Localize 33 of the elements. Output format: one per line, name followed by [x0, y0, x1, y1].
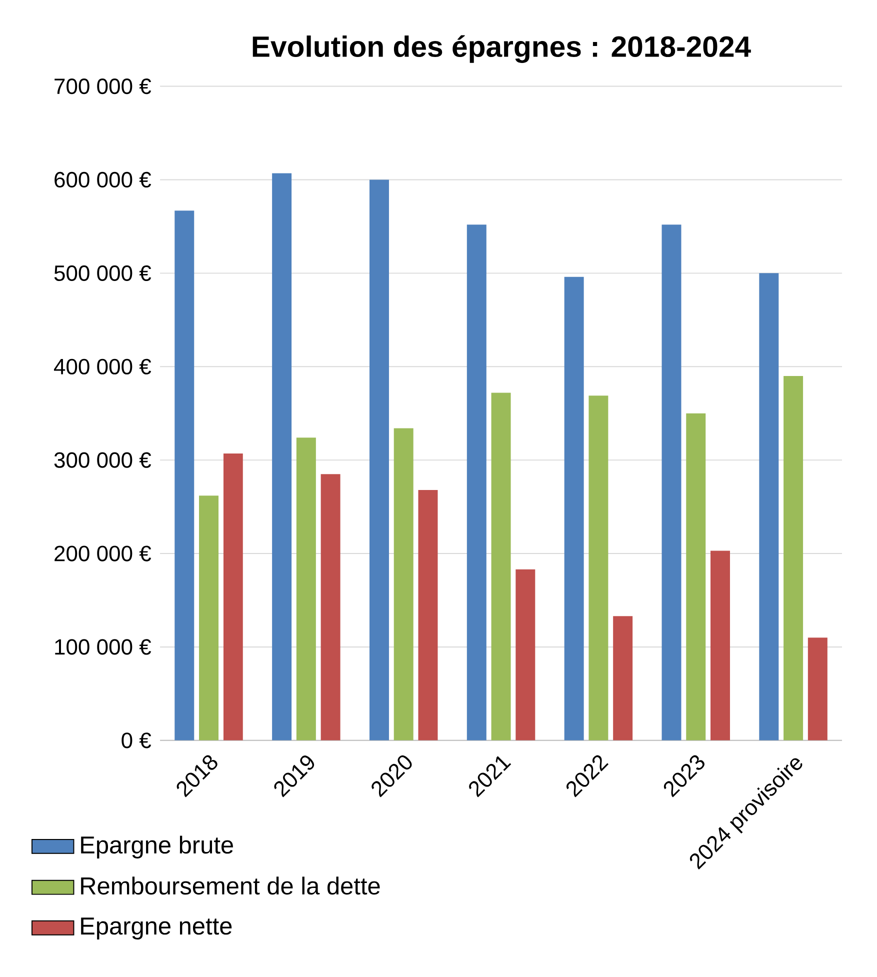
bar — [223, 454, 243, 740]
bar — [808, 638, 828, 740]
bar — [491, 392, 511, 740]
y-tick-label: 100 000 € — [55, 639, 152, 655]
y-tick-label: 500 000 € — [54, 265, 152, 281]
bar — [272, 173, 292, 740]
bar — [686, 413, 706, 740]
bar — [296, 438, 316, 740]
legend-label: Epargne nette — [81, 918, 232, 940]
bar — [516, 569, 536, 740]
y-tick-label: 400 000 € — [54, 358, 152, 374]
bar — [564, 276, 584, 740]
bar — [394, 428, 414, 740]
bar — [784, 376, 804, 740]
bar — [199, 496, 219, 740]
bar — [418, 490, 438, 740]
legend-label: Epargne brute — [81, 836, 234, 858]
bar — [759, 273, 779, 740]
bar — [613, 616, 633, 740]
bar — [320, 474, 340, 740]
chart-title: Evolution des épargnes : 2018-2024 — [252, 35, 752, 63]
bar — [662, 224, 682, 740]
y-tick-label: 200 000 € — [54, 546, 152, 562]
legend-label: Remboursement de la dette — [81, 876, 380, 895]
bar — [467, 224, 486, 740]
y-tick-label: 700 000 € — [54, 78, 152, 94]
bar — [588, 396, 608, 740]
y-tick-label: 0 € — [122, 732, 152, 748]
y-tick-label: 300 000 € — [54, 452, 152, 468]
bar — [370, 180, 390, 740]
y-tick-label: 600 000 € — [54, 172, 152, 188]
bar — [174, 210, 194, 740]
bar — [710, 550, 730, 740]
